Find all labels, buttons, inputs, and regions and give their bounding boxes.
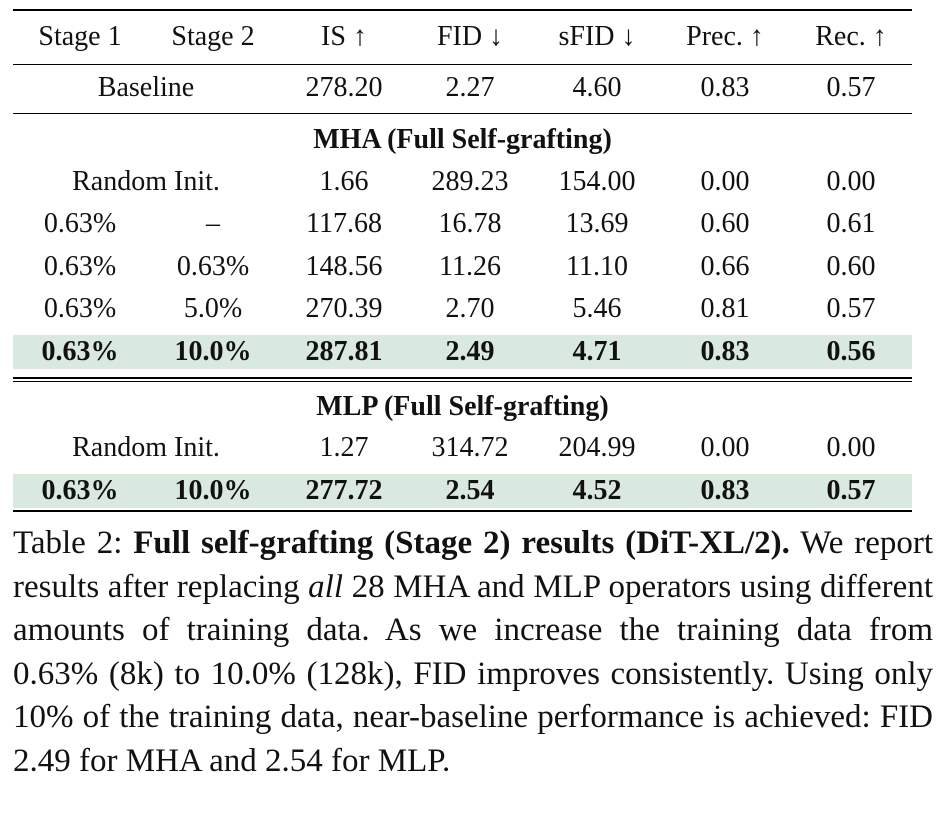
table-cell: 0.63%: [41, 336, 119, 367]
table-cell: 0.00: [700, 432, 750, 463]
header-rule: [13, 64, 912, 65]
mlp-highlight-shade: [13, 474, 912, 508]
table-row: 0.63% 0.63% 148.56 11.26 11.10 0.66 0.60: [0, 247, 946, 287]
mlp-best-row: 0.63% 10.0% 277.72 2.54 4.52 0.83 0.57: [0, 471, 946, 511]
table-bottom-rule: [13, 510, 912, 512]
mha-bottom-rule: [13, 377, 912, 379]
table-cell: 289.23: [431, 166, 509, 197]
header-fid: FID ↓: [436, 21, 504, 52]
table-cell: 0.57: [826, 293, 876, 324]
caption-body-end: 28 MHA and MLP operators using different…: [13, 568, 933, 779]
table-cell: 5.46: [572, 293, 622, 324]
table-cell: 0.57: [826, 475, 876, 506]
header-is: IS ↑: [321, 21, 367, 52]
mha-random-row: Random Init. 1.66 289.23 154.00 0.00 0.0…: [0, 162, 946, 202]
table-row: 0.63% 5.0% 270.39 2.70 5.46 0.81 0.57: [0, 289, 946, 329]
table-cell: 4.52: [572, 475, 622, 506]
table-cell: 0.60: [700, 208, 750, 239]
table-cell: 278.20: [305, 72, 383, 103]
table-cell: 204.99: [558, 432, 636, 463]
baseline-row: Baseline 278.20 2.27 4.60 0.83 0.57: [0, 68, 946, 108]
table-cell: 0.63%: [43, 208, 117, 239]
baseline-rule: [13, 113, 912, 114]
table-cell: 270.39: [305, 293, 383, 324]
table-cell: 0.56: [826, 336, 876, 367]
table-cell: 2.27: [445, 72, 495, 103]
header-prec: Prec. ↑: [686, 21, 764, 52]
random-init-label: Random Init.: [72, 166, 220, 197]
mlp-random-row: Random Init. 1.27 314.72 204.99 0.00 0.0…: [0, 428, 946, 468]
header-rec: Rec. ↑: [815, 21, 887, 52]
table-cell: 2.49: [445, 336, 495, 367]
table-cell: 10.0%: [174, 336, 252, 367]
baseline-label: Baseline: [97, 72, 195, 103]
caption-body-start: We report results after replacing: [13, 525, 934, 605]
table-cell: 0.00: [826, 166, 876, 197]
caption-title: Full self-grafting (Stage 2) results (Di…: [133, 525, 790, 561]
mha-best-row: 0.63% 10.0% 287.81 2.49 4.71 0.83 0.56: [0, 332, 946, 372]
table-cell: 154.00: [558, 166, 636, 197]
mlp-section-title: MLP (Full Self-grafting): [316, 391, 609, 422]
mha-section-title: MHA (Full Self-grafting): [313, 124, 612, 155]
header-stage2: Stage 2: [171, 21, 255, 52]
mha-bottom-rule-inner: [13, 381, 912, 382]
mha-highlight-shade: [13, 335, 912, 369]
table-cell: 117.68: [306, 208, 382, 239]
table-cell: 0.63%: [43, 293, 117, 324]
table-cell: 0.00: [700, 166, 750, 197]
table-top-rule: [13, 9, 912, 11]
table-cell: 0.63%: [43, 251, 117, 282]
header-sfid: sFID ↓: [558, 21, 636, 52]
table-cell: 0.81: [700, 293, 750, 324]
header-stage1: Stage 1: [38, 21, 122, 52]
table-cell: 0.83: [700, 336, 750, 367]
table-cell: 11.26: [439, 251, 501, 282]
table-cell: 277.72: [305, 475, 383, 506]
table-cell: 10.0%: [174, 475, 252, 506]
table-cell: 287.81: [305, 336, 383, 367]
table-cell: 0.61: [826, 208, 876, 239]
table-cell: 0.83: [700, 72, 750, 103]
table-cell: 0.60: [826, 251, 876, 282]
table-cell: 148.56: [305, 251, 383, 282]
table-row: 0.63% – 117.68 16.78 13.69 0.60 0.61: [0, 204, 946, 244]
table-cell: 5.0%: [183, 293, 243, 324]
table-cell: 0.63%: [176, 251, 250, 282]
table-cell: 16.78: [438, 208, 502, 239]
table-cell: 0.66: [700, 251, 750, 282]
caption-label: Table 2:: [13, 525, 134, 561]
table-cell: 4.60: [572, 72, 622, 103]
table-cell: 0.57: [826, 72, 876, 103]
table-cell: 2.70: [445, 293, 495, 324]
table-cell: 0.83: [700, 475, 750, 506]
caption-emphasis: all: [308, 568, 344, 605]
table-cell: 1.27: [319, 432, 369, 463]
table-cell: 2.54: [445, 475, 495, 506]
table-cell: –: [206, 208, 220, 239]
table-cell: 4.71: [572, 336, 622, 367]
table-cell: 1.66: [319, 166, 369, 197]
random-init-label: Random Init.: [72, 432, 220, 463]
table-caption: Table 2: Full self-grafting (Stage 2) re…: [13, 522, 933, 783]
table-cell: 11.10: [566, 251, 628, 282]
table-cell: 13.69: [565, 208, 629, 239]
table-cell: 0.63%: [41, 475, 119, 506]
table-cell: 314.72: [431, 432, 509, 463]
header-row: Stage 1 Stage 2 IS ↑ FID ↓ sFID ↓ Prec. …: [0, 17, 946, 57]
table-cell: 0.00: [826, 432, 876, 463]
